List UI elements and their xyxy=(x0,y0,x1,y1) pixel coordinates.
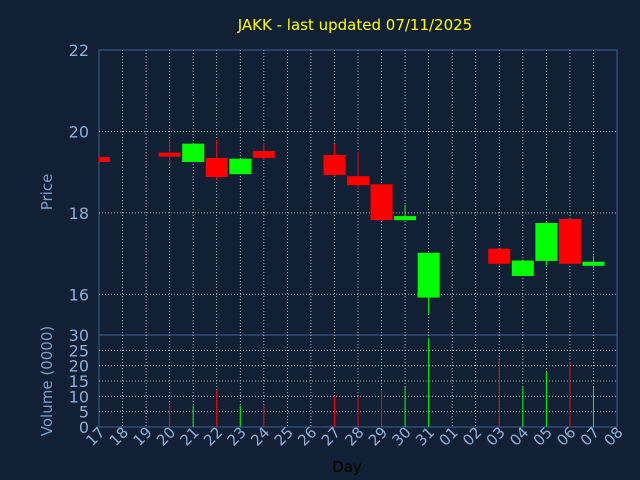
volume-axis-label: Volume (0000) xyxy=(38,326,56,436)
volume-tick-label: 0 xyxy=(79,418,89,437)
volume-tick-label: 30 xyxy=(69,326,89,345)
x-axis-label: Day xyxy=(332,458,362,476)
price-tick-label: 18 xyxy=(69,204,89,223)
candle-body xyxy=(394,216,417,221)
volume-tick-label: 10 xyxy=(69,387,89,406)
candle-body xyxy=(511,260,534,276)
price-panel: 16 18 20 22 xyxy=(69,41,618,336)
volume-tick-label: 15 xyxy=(69,372,89,391)
x-tick-labels: 1718192021222324252627282930310102030405… xyxy=(82,423,626,449)
volume-tick-label: 20 xyxy=(69,357,89,376)
chart-title: JAKK - last updated 07/11/2025 xyxy=(237,16,472,34)
price-tick-label: 20 xyxy=(69,122,89,141)
candle-body xyxy=(488,248,511,264)
candle-body xyxy=(558,218,581,264)
candle-body xyxy=(229,158,252,175)
candle-body xyxy=(182,143,205,162)
candle-body xyxy=(417,252,440,298)
candle-body xyxy=(205,157,228,178)
price-tick-label: 22 xyxy=(69,41,89,60)
candle-body xyxy=(158,152,181,157)
candle-body xyxy=(535,223,558,261)
price-axis-label: Price xyxy=(38,174,56,211)
candle-body xyxy=(323,155,346,175)
volume-tick-label: 25 xyxy=(69,341,89,360)
candle-body xyxy=(347,176,369,186)
price-tick-label: 16 xyxy=(69,285,89,304)
candle-body xyxy=(252,150,275,158)
candle-body xyxy=(582,261,605,266)
candle-body xyxy=(99,157,110,162)
candle-body xyxy=(370,184,393,221)
volume-tick-label: 5 xyxy=(79,403,89,422)
